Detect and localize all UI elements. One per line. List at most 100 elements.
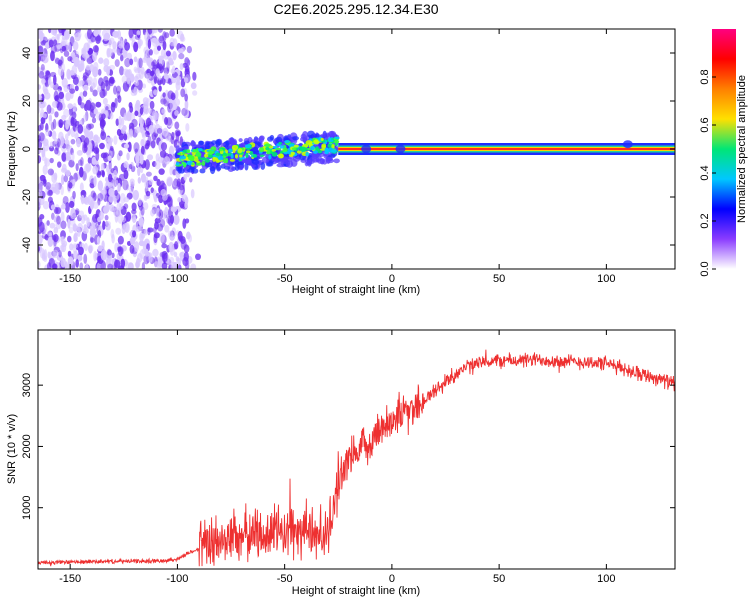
- spectrogram-signal-cell: [245, 150, 251, 154]
- spectrogram-noise-cell: [61, 152, 67, 162]
- spectrogram-signal-cell: [293, 144, 299, 148]
- spectrogram-noise-cell: [44, 77, 49, 87]
- spectrogram-noise-cell: [143, 101, 149, 110]
- spectrogram-noise-cell: [184, 99, 189, 110]
- spectrogram-noise-cell: [89, 130, 94, 140]
- spectrogram-noise-cell: [163, 67, 170, 75]
- spectrogram-noise-cell: [160, 98, 167, 105]
- spectrogram-noise-cell: [65, 169, 71, 177]
- spectrogram-noise-cell: [52, 118, 57, 130]
- spectrogram-signal-cell: [305, 140, 313, 146]
- spectrogram-noise-cell: [101, 113, 106, 120]
- spectrogram-noise-cell: [47, 168, 54, 176]
- spectrogram-noise-cell: [82, 143, 88, 154]
- spectrogram-signal-cell: [215, 164, 222, 171]
- spectrogram-noise-cell: [55, 182, 60, 193]
- spectrogram-noise-cell: [88, 123, 94, 129]
- spectrogram-noise-cell: [161, 108, 166, 114]
- spectrogram-noise-cell: [92, 45, 99, 53]
- spectrogram-noise-cell: [118, 115, 122, 126]
- spectrogram-noise-cell: [73, 250, 78, 260]
- spectrogram-noise-cell: [182, 62, 188, 68]
- spectrogram-noise-cell: [144, 130, 151, 138]
- spectrogram-noise-cell: [73, 232, 78, 243]
- spectrogram-noise-cell: [98, 57, 104, 64]
- spectrogram-noise-cell: [179, 63, 184, 71]
- spectrogram-noise-cell: [120, 258, 126, 268]
- spectrogram-noise-cell: [74, 85, 79, 92]
- spectrogram-noise-cell: [40, 64, 45, 71]
- spectrogram-noise-cell: [57, 67, 64, 77]
- spectrogram-noise-cell: [95, 34, 101, 45]
- spectrogram-signal-cell: [252, 146, 259, 153]
- spectrogram-noise-cell: [137, 176, 142, 184]
- spectrogram-noise-cell: [38, 132, 45, 142]
- spectrogram-signal-cell: [192, 148, 197, 153]
- snr-panel: -150 -100 -50 0 50 100 1000 2000 3000 Height of …: [6, 329, 676, 597]
- spectrogram-noise-cell: [180, 203, 186, 210]
- spectrogram-signal-cell: [282, 147, 288, 152]
- spectrogram-noise-cell: [133, 41, 139, 53]
- spectrogram-noise-cell: [177, 264, 182, 269]
- spectrogram-noise-cell: [140, 233, 146, 239]
- spectrogram-signal-cell: [209, 166, 216, 175]
- spectrogram-noise-cell: [89, 225, 96, 231]
- spectrogram-noise-cell: [89, 64, 94, 72]
- spectrogram-noise-cell: [69, 88, 76, 94]
- spectrogram-noise-cell: [54, 57, 61, 65]
- spectrogram-noise-cell: [110, 228, 115, 239]
- spectrogram-noise-cell: [38, 66, 41, 74]
- spectrogram-noise-cell: [103, 58, 110, 67]
- y-tick-label: 0: [21, 146, 33, 152]
- spectrogram-noise-cell: [170, 261, 177, 269]
- spectrogram-signal-cell: [177, 165, 183, 174]
- spectrogram-noise-cell: [153, 195, 158, 203]
- spectrogram-noise-cell: [120, 247, 124, 255]
- spectrogram-noise-cell: [56, 101, 63, 111]
- spectrogram-noise-cell: [141, 261, 146, 269]
- spectrogram-signal-cell: [321, 143, 327, 148]
- spectrogram-band-core: [338, 148, 675, 150]
- spectrogram-noise-cell: [97, 216, 102, 223]
- spectrogram-signal-cell: [199, 168, 206, 174]
- spectrogram-signal-cell: [244, 144, 252, 149]
- spectrogram-noise-cell: [115, 118, 120, 126]
- spectrogram-signal-cell: [237, 148, 243, 154]
- spectrogram-noise-cell: [109, 204, 115, 212]
- spectrogram-noise-cell: [41, 153, 46, 162]
- spectrogram-noise-cell: [147, 135, 152, 147]
- spectrogram-noise-cell: [60, 185, 64, 196]
- spectrogram-noise-cell: [47, 196, 53, 204]
- x-tick-label: -150: [59, 573, 81, 585]
- spectrogram-noise-cell: [173, 215, 178, 225]
- spectrogram-noise-cell: [178, 53, 185, 60]
- spectrogram-signal-cell: [264, 143, 271, 148]
- spectrogram-noise-cell: [39, 30, 44, 42]
- spectrogram-noise-cell: [43, 141, 50, 152]
- spectrogram-plot-area: [38, 29, 675, 269]
- spectrogram-panel: -150 -100 -50 0 50 100 -40 -20 0 20 40 Height of s…: [6, 28, 676, 296]
- spectrogram-noise-cell: [133, 86, 138, 96]
- spectrogram-signal-cell: [296, 150, 302, 154]
- spectrogram-noise-cell: [55, 207, 62, 215]
- spectrogram-noise-cell: [41, 78, 46, 84]
- spectrogram-signal-cell: [231, 144, 239, 151]
- spectrogram-noise-cell: [97, 245, 103, 252]
- spectrogram-noise-cell: [86, 76, 93, 84]
- spectrogram-noise-cell: [83, 253, 88, 264]
- spectrogram-noise-cell: [168, 177, 173, 184]
- spectrogram-noise-cell: [117, 246, 122, 252]
- spectrogram-signal-cell: [261, 156, 270, 164]
- spectrogram-noise-cell: [124, 57, 131, 68]
- spectrogram-noise-cell: [168, 57, 174, 64]
- spectrogram-noise-cell: [119, 54, 124, 62]
- spectrogram-noise-cell: [153, 233, 158, 244]
- spectrogram-noise-cell: [108, 173, 113, 183]
- spectrogram-signal-cell: [181, 152, 186, 155]
- spectrogram-noise-cell: [180, 88, 186, 98]
- spectrogram-noise-cell: [148, 124, 154, 135]
- y-tick-label: 3000: [21, 373, 33, 397]
- colorbar-tick-label: 0.8: [699, 69, 711, 84]
- spectrogram-noise-cell: [135, 261, 140, 269]
- spectrogram-noise-cell: [42, 200, 50, 210]
